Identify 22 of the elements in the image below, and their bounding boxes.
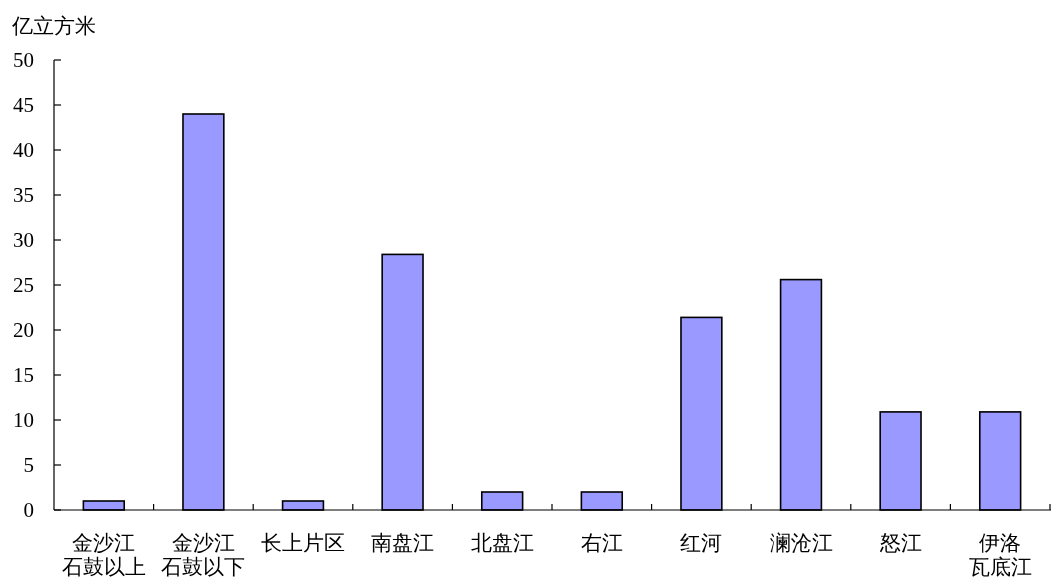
x-tick-label: 金沙江石鼓以下 [161,531,246,579]
y-axis-title: 亿立方米 [11,14,96,38]
x-tick-label: 长上片区 [261,531,345,555]
y-tick-label: 40 [13,138,34,162]
y-tick-label: 5 [23,453,34,477]
x-tick-label: 怒江 [878,531,922,555]
y-tick-label: 30 [13,228,34,252]
y-tick-label: 10 [13,408,34,432]
y-tick-label: 25 [13,273,34,297]
y-tick-label: 35 [13,183,34,207]
x-tick-label: 南盘江 [371,531,435,555]
x-tick-label: 澜沧江 [769,531,833,555]
y-tick-label: 50 [13,48,34,72]
y-tick-label: 20 [13,318,34,342]
x-tick-label: 红河 [680,531,723,555]
y-tick-label: 45 [13,93,34,117]
y-tick-label: 15 [13,363,34,387]
x-tick-label: 北盘江 [470,531,534,555]
x-tick-label: 伊洛瓦底江 [968,531,1032,579]
y-tick-label: 0 [23,498,34,522]
x-tick-label: 右江 [580,531,623,555]
x-tick-label: 金沙江石鼓以上 [61,531,146,579]
